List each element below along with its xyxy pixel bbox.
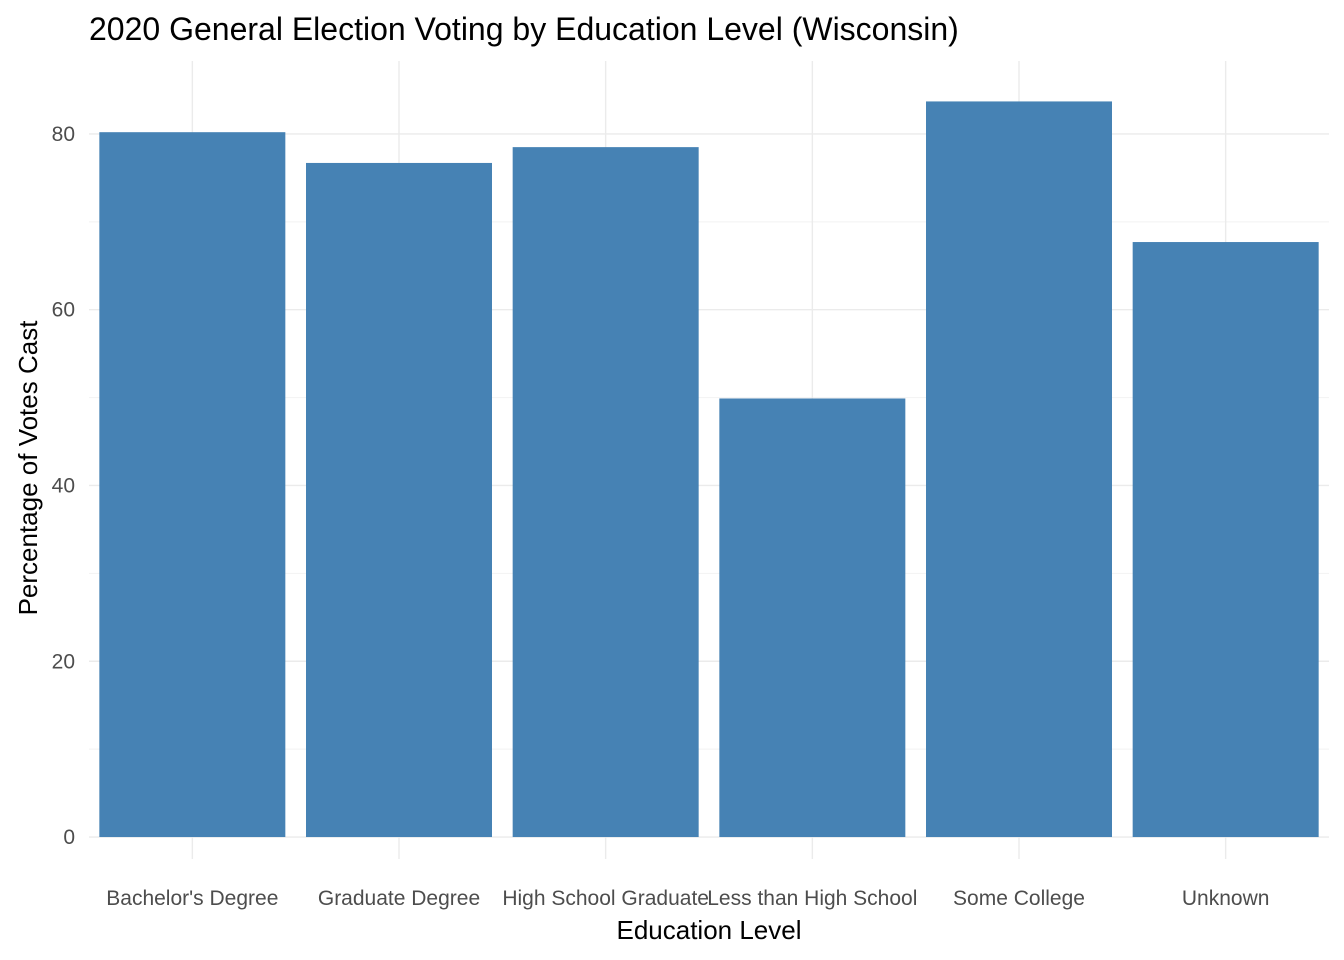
y-tick-label: 0 [63,826,75,849]
y-axis-ticks: 0 20 40 60 80 [52,123,75,849]
bar [719,398,906,838]
y-axis-title: Percentage of Votes Cast [13,320,43,616]
bar [926,101,1112,838]
x-axis-ticks: Bachelor's Degree Graduate Degree High Sch… [106,887,1269,910]
bar [306,162,492,838]
chart-title: 2020 General Election Voting by Educatio… [89,11,959,47]
bar [99,132,286,838]
x-axis-title: Education Level [616,915,801,945]
bar [1132,242,1319,838]
x-tick-label: Less than High School [707,887,917,910]
bar [512,147,699,838]
x-tick-label: High School Graduate [502,887,709,910]
y-tick-label: 40 [52,474,75,497]
x-tick-label: Some College [953,887,1085,910]
x-tick-label: Graduate Degree [318,887,480,910]
x-tick-label: Unknown [1182,887,1270,910]
x-tick-label: Bachelor's Degree [106,887,278,910]
bars [99,101,1319,838]
y-tick-label: 20 [52,650,75,673]
y-tick-label: 60 [52,299,75,322]
y-tick-label: 80 [52,123,75,146]
